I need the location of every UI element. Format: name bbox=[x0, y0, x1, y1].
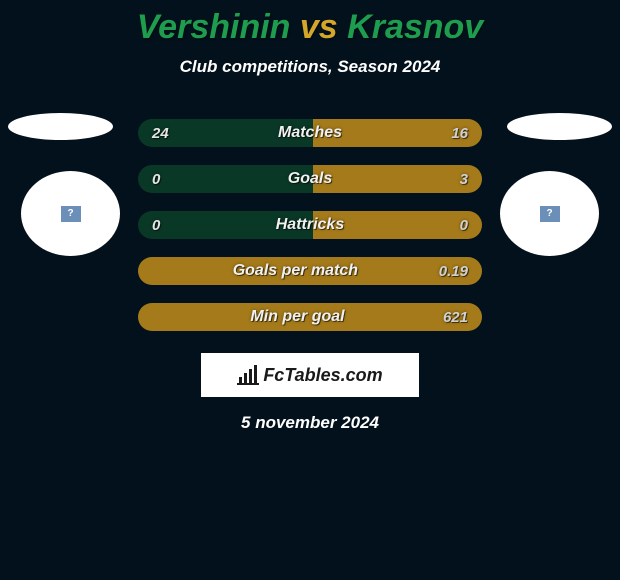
logo-box: FcTables.com bbox=[201, 353, 419, 397]
page-title: Vershinin vs Krasnov bbox=[0, 0, 620, 47]
stat-value-right: 3 bbox=[460, 171, 482, 188]
stat-row: 0Hattricks0 bbox=[138, 211, 482, 239]
player1-ellipse bbox=[8, 113, 113, 140]
stat-value-right: 0 bbox=[460, 217, 482, 234]
placeholder-icon: ? bbox=[540, 206, 560, 222]
stat-value-right: 0.19 bbox=[439, 263, 482, 280]
player2-ellipse bbox=[507, 113, 612, 140]
placeholder-glyph: ? bbox=[546, 208, 552, 219]
stat-row: 24Matches16 bbox=[138, 119, 482, 147]
stat-metric-label: Goals per match bbox=[152, 262, 439, 280]
stat-value-left: 0 bbox=[138, 217, 160, 234]
title-player1: Vershinin bbox=[137, 8, 291, 46]
title-vs: vs bbox=[290, 8, 347, 46]
player1-avatar-circle: ? bbox=[21, 171, 120, 256]
subtitle: Club competitions, Season 2024 bbox=[0, 57, 620, 77]
stat-metric-label: Goals bbox=[160, 170, 459, 188]
bar-chart-icon bbox=[237, 365, 259, 385]
stat-metric-label: Hattricks bbox=[160, 216, 459, 234]
stat-rows: 24Matches160Goals30Hattricks0Goals per m… bbox=[138, 119, 482, 331]
stat-value-right: 16 bbox=[451, 125, 482, 142]
stat-metric-label: Min per goal bbox=[152, 308, 443, 326]
stat-row: 0Goals3 bbox=[138, 165, 482, 193]
stat-value-left: 0 bbox=[138, 171, 160, 188]
stat-row: Goals per match0.19 bbox=[138, 257, 482, 285]
stat-row: Min per goal621 bbox=[138, 303, 482, 331]
logo-text: FcTables.com bbox=[263, 365, 382, 386]
stat-value-left: 24 bbox=[138, 125, 169, 142]
date-text: 5 november 2024 bbox=[0, 413, 620, 433]
placeholder-glyph: ? bbox=[67, 208, 73, 219]
title-player2: Krasnov bbox=[347, 8, 483, 46]
player2-avatar-circle: ? bbox=[500, 171, 599, 256]
stat-metric-label: Matches bbox=[169, 124, 452, 142]
placeholder-icon: ? bbox=[61, 206, 81, 222]
stat-value-right: 621 bbox=[443, 309, 482, 326]
stats-section: ? ? 24Matches160Goals30Hattricks0Goals p… bbox=[0, 119, 620, 331]
